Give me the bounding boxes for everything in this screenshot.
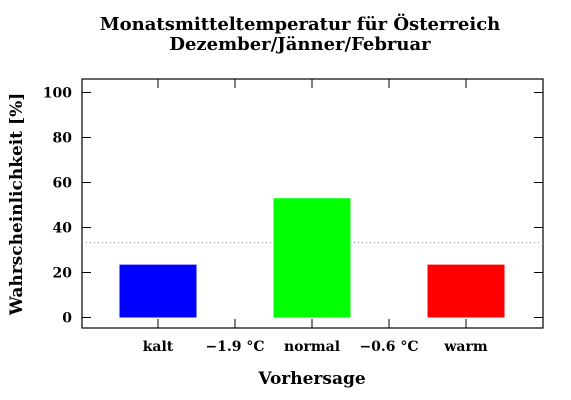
y-tick-label: 0 <box>62 311 72 327</box>
x-tick-label: normal <box>284 339 340 355</box>
x-tick-label: kalt <box>143 339 174 355</box>
x-tick-label: −0.6 °C <box>359 339 418 355</box>
y-tick-label: 20 <box>53 266 73 282</box>
x-axis-label: Vorhersage <box>257 369 366 389</box>
bar-kalt <box>119 264 197 318</box>
x-axis-ticks: kalt −1.9 °C normal −0.6 °C warm <box>143 79 488 355</box>
y-tick-label: 80 <box>53 131 73 147</box>
y-tick-label: 60 <box>53 176 73 192</box>
x-tick-label: warm <box>443 339 487 355</box>
y-axis-label: Wahrscheinlichkeit [%] <box>7 93 27 317</box>
y-tick-label: 40 <box>53 221 73 237</box>
bar-warm <box>427 264 505 318</box>
bars <box>119 198 505 318</box>
chart-title: Monatsmitteltemperatur für Österreich <box>100 12 501 35</box>
bar-normal <box>273 198 351 318</box>
y-tick-label: 100 <box>43 86 72 102</box>
y-axis-ticks: 0 20 40 60 80 100 <box>43 86 543 327</box>
chart-subtitle: Dezember/Jänner/Februar <box>169 34 431 55</box>
x-tick-label: −1.9 °C <box>205 339 264 355</box>
